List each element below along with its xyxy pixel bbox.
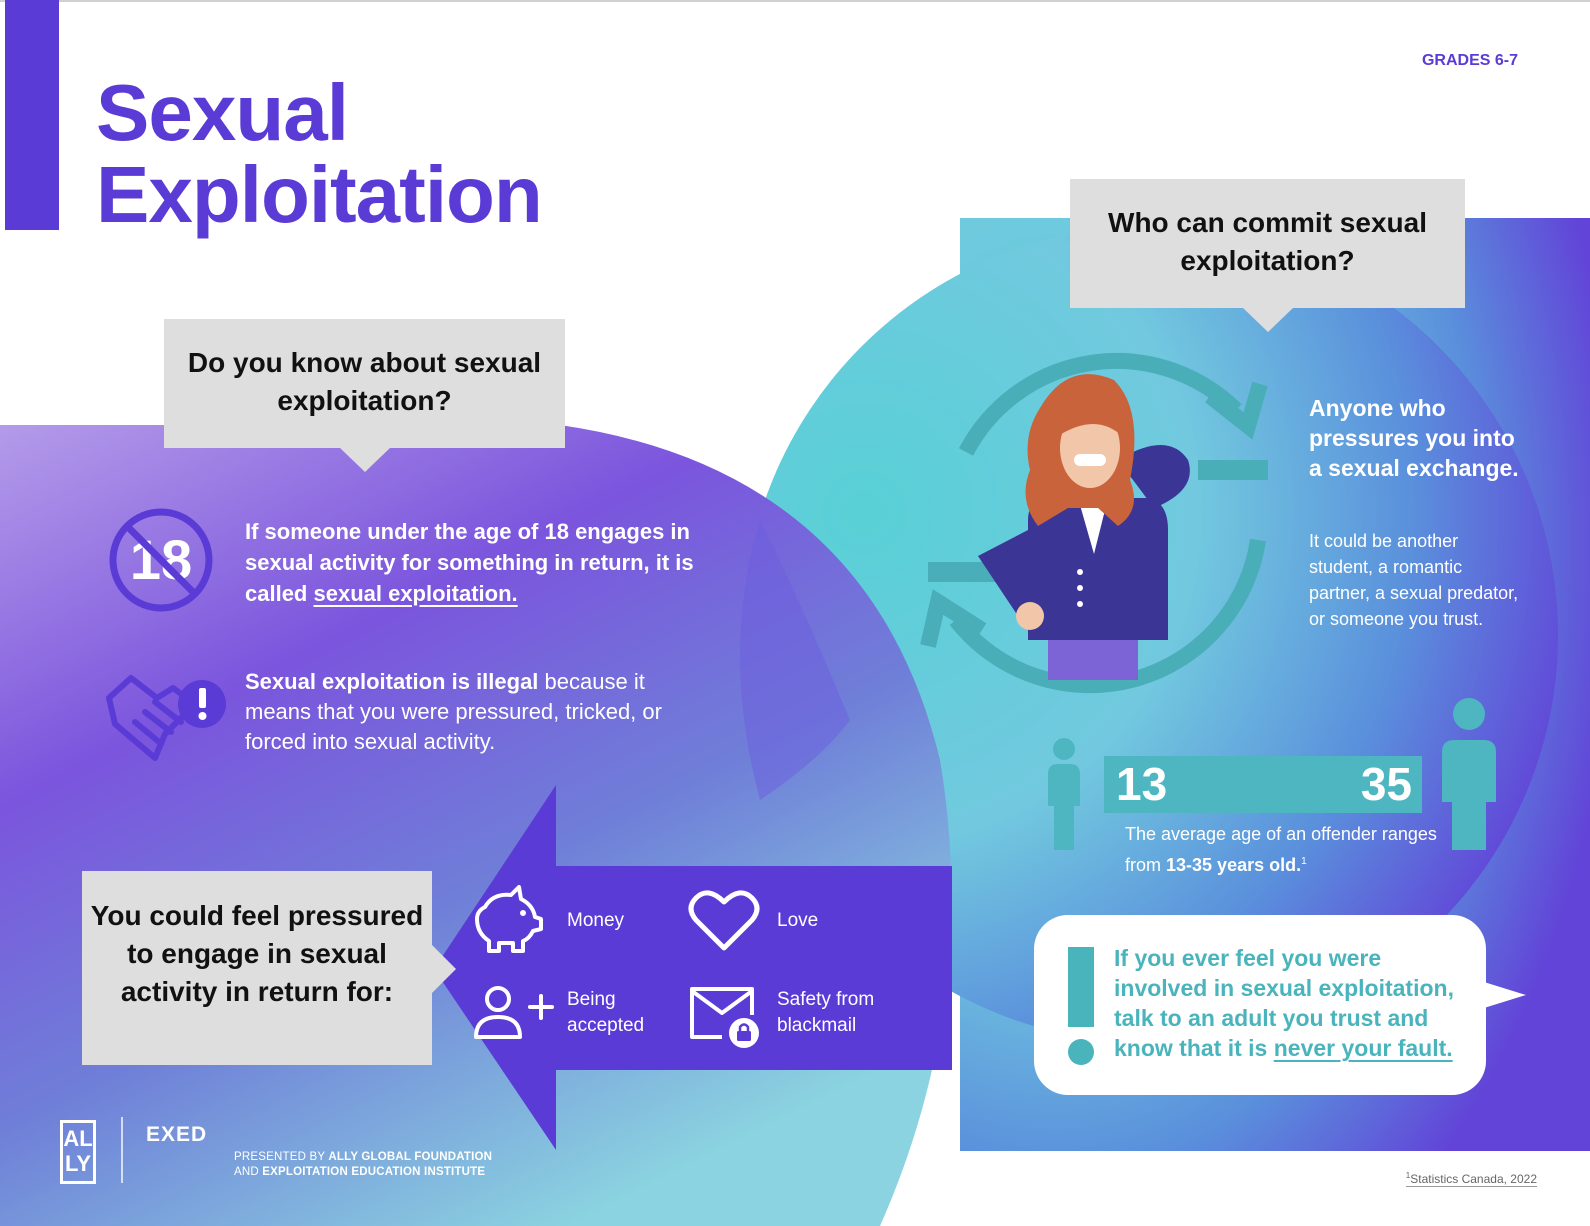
advice-callout: If you ever feel you were involved in se… [1034,915,1526,1095]
age-text-bold: 13-35 years old. [1166,855,1302,875]
source-text: Statistics Canada, 2022 [1410,1172,1537,1186]
title-line-1: Sexual [96,68,349,157]
large-person-icon [1442,698,1496,850]
age-footnote: 1 [1301,856,1307,867]
small-person-icon [1048,738,1080,850]
under-18-icon: 18 [109,508,213,612]
anyone-heading: Anyone who pressures you into a sexual e… [1309,395,1519,481]
person-illustration [978,374,1190,680]
item-label-love: Love [777,910,819,931]
logo-divider [121,1117,123,1183]
presented-line-1: ALLY GLOBAL FOUNDATION [328,1151,493,1163]
accent-bar [5,0,59,230]
fact-1-text: If someone under the age of 18 engages i… [245,519,694,606]
callout-link: never your fault. [1273,1035,1453,1061]
exclamation-dot [1068,1039,1094,1065]
fact-2-bold: Sexual exploitation is illegal [245,669,539,694]
ally-logo: AL LY [60,1120,96,1184]
question-bubble-right: Who can commit sexual exploitation? [1070,179,1465,332]
source-sup: 1 [1405,1171,1411,1180]
presented-line-2-prefix: AND [234,1166,263,1178]
pressure-heading: You could feel pressured to engage in se… [82,871,456,1065]
age-max: 35 [1360,758,1412,810]
exed-logo: EXED [146,1123,208,1146]
cycle-illustration [920,353,1268,694]
age-min: 13 [1116,758,1168,810]
fact-2-rest: because it means that you were pressured… [245,669,662,754]
locked-envelope-icon [690,987,759,1048]
fact-2: Sexual exploitation is illegal because i… [245,667,695,757]
handshake-warning-icon [106,675,226,761]
item-label-being-accepted: Being accepted [567,989,645,1036]
anyone-detail: It could be another student, a romantic … [1309,531,1519,629]
page-title: Sexual Exploitation [96,68,543,239]
presented-by: PRESENTED BY ALLY GLOBAL FOUNDATION AND … [234,1150,492,1180]
grade-label: GRADES 6-7 [1421,52,1518,69]
age-text: The average age of an offender ranges fr… [1125,820,1445,879]
item-label-safety-from-blackmail: Safety from blackmail [777,989,875,1036]
add-person-icon [474,986,554,1039]
callout-text: If you ever feel you were involved in se… [1114,943,1474,1063]
item-label-money: Money [567,910,625,931]
callout-text-main: If you ever feel you were involved in se… [1114,945,1454,1061]
exclamation-icon [1068,947,1094,1027]
presented-line-2: EXPLOITATION EDUCATION INSTITUTE [262,1166,486,1178]
piggy-bank-icon [475,885,543,953]
source-citation: 1Statistics Canada, 2022 [1405,1171,1537,1187]
fact-1-link: sexual exploitation. [313,581,518,606]
presented-prefix: PRESENTED BY [234,1151,329,1163]
age-text-start: The average age of an offender ranges fr… [1125,824,1437,875]
fact-1: If someone under the age of 18 engages i… [245,516,705,609]
question-bubble-left: Do you know about sexual exploitation? [164,319,565,472]
title-line-2: Exploitation [96,150,543,239]
age-range-bar: 13 35 [1104,756,1422,813]
heart-icon [688,890,760,951]
